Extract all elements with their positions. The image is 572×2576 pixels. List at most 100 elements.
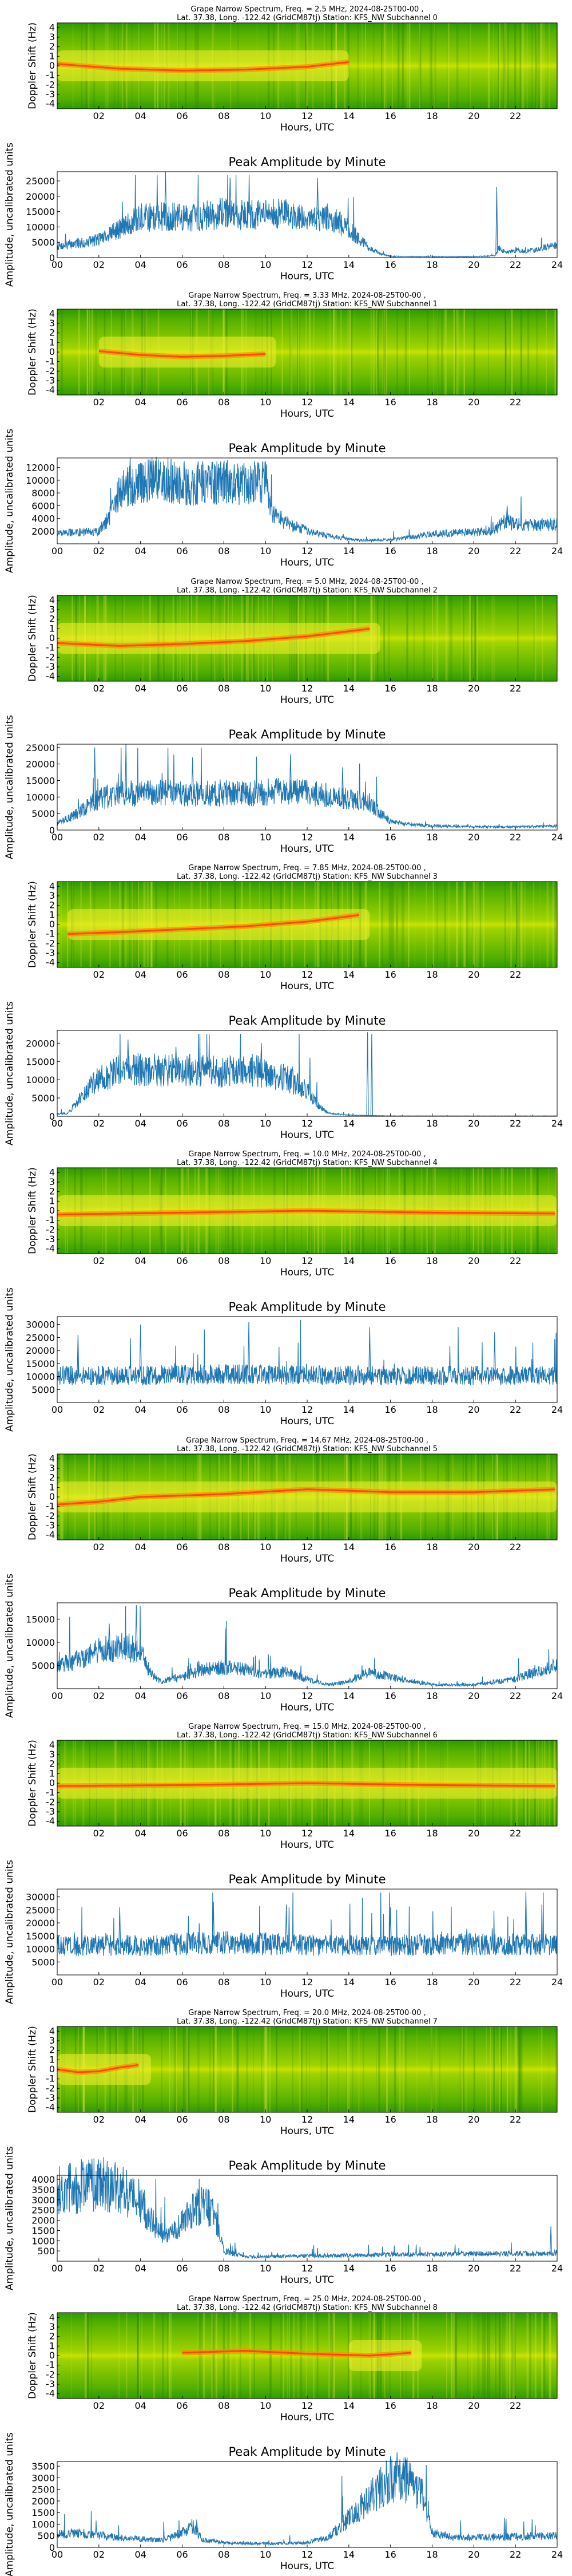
y-tick-label: 1500 (31, 2507, 55, 2518)
y-tick-label: 1 (49, 623, 55, 634)
amplitude-spike (389, 1907, 392, 1947)
x-tick-label: 16 (384, 1977, 396, 1988)
x-tick-label: 06 (176, 259, 188, 270)
y-tick-label: 0 (49, 2350, 55, 2361)
spectrogram-stripe (281, 309, 283, 395)
amplitude-spike (495, 187, 498, 252)
amplitude-spike (135, 1605, 138, 1651)
x-tick-label: 12 (301, 2263, 313, 2274)
y-tick-label: -4 (46, 1243, 55, 1254)
spectrogram-stripe (174, 2026, 176, 2112)
y-tick-label: 2 (49, 1472, 55, 1483)
x-tick-label: 20 (468, 546, 479, 556)
spectrogram-stripe (167, 2313, 168, 2399)
spectrogram-stripe (185, 2026, 187, 2112)
spectrogram-stripe (547, 23, 549, 109)
spectrogram-stripe (549, 2313, 551, 2399)
x-tick-label: 22 (510, 546, 521, 556)
spectrogram-stripe (534, 2313, 537, 2399)
y-tick-label: 0 (49, 1491, 55, 1502)
x-tick-label: 12 (301, 2549, 313, 2560)
spectrogram-stripe (305, 2026, 307, 2112)
spectrogram-stripe (463, 309, 465, 395)
x-tick-label: 18 (426, 397, 438, 408)
x-tick-label: 18 (426, 1255, 438, 1266)
spectrogram-stripe (396, 309, 398, 395)
y-axis-label: Amplitude, uncalibrated units (4, 2146, 15, 2290)
x-tick-label: 04 (134, 1690, 146, 1701)
spectrogram-stripe (170, 2313, 172, 2399)
x-tick-label: 18 (426, 1404, 438, 1415)
spectrogram-stripe (297, 309, 299, 395)
y-tick-label: 1 (49, 1195, 55, 1206)
y-axis-label: Doppler Shift (Hz) (27, 881, 38, 968)
spectrogram-stripe (269, 2313, 272, 2399)
amplitude-spike (77, 2181, 80, 2190)
y-tick-label: -1 (46, 70, 55, 81)
y-tick-label: 20000 (26, 759, 55, 770)
spectrogram-stripe (533, 595, 535, 681)
amplitude-chart-5: Peak Amplitude by Minute 00 02 04 06 08 10 12 14… (4, 1574, 563, 1718)
spectrogram-stripe (188, 2026, 189, 2112)
x-tick-label: 20 (468, 110, 479, 121)
y-tick-label: 15000 (26, 1358, 55, 1369)
x-tick-label: 00 (51, 546, 63, 556)
y-tick-label: 0 (49, 1205, 55, 1216)
spectrogram-stripe (85, 2313, 86, 2399)
spectrogram-stripe (430, 2026, 433, 2112)
doppler-trace (98, 350, 266, 358)
x-tick-label: 04 (134, 1977, 146, 1988)
spectrogram-stripe (402, 23, 404, 109)
x-tick-label: 16 (384, 397, 396, 408)
spectrogram-stripe (520, 309, 523, 395)
x-tick-label: 20 (468, 832, 479, 843)
y-tick-label: -3 (46, 2379, 55, 2389)
x-tick-label: 10 (260, 832, 271, 843)
x-tick-label: 18 (426, 2263, 438, 2274)
x-tick-label: 08 (218, 1828, 229, 1839)
spectrogram-stripe (540, 23, 542, 109)
x-tick-label: 02 (93, 1255, 105, 1266)
spectrogram-stripe (416, 2026, 418, 2112)
spectrogram-stripe (498, 2313, 500, 2399)
amplitude-spike (174, 1046, 177, 1072)
spectrogram-stripe (209, 2026, 211, 2112)
x-tick-label: 18 (426, 1828, 438, 1839)
spectrogram-stripe (183, 2026, 184, 2112)
x-tick-label: 02 (93, 1828, 105, 1839)
x-tick-label: 18 (426, 969, 438, 980)
spectrogram-stripe (475, 595, 477, 681)
y-tick-label: 4 (49, 1453, 55, 1464)
y-tick-label: 5000 (31, 808, 55, 819)
spectrogram-stripe (340, 309, 341, 395)
amplitude-spike (229, 177, 232, 215)
x-tick-label: 22 (510, 2400, 521, 2411)
spectrogram-stripe (434, 23, 436, 109)
x-tick-label: 06 (176, 969, 188, 980)
spectrogram-stripe (301, 2026, 303, 2112)
spectrogram-stripe (236, 2313, 238, 2399)
spectrogram-stripe (514, 2026, 517, 2112)
amplitude-series (57, 175, 558, 258)
spectrogram-stripe (444, 309, 447, 395)
spectrogram-stripe (503, 2313, 505, 2399)
y-axis-label: Amplitude, uncalibrated units (4, 1001, 15, 1145)
x-tick-label: 20 (468, 1828, 479, 1839)
spectrogram-stripe (500, 2313, 502, 2399)
spectrogram-stripe (467, 2313, 468, 2399)
spectrogram-stripe (182, 2026, 185, 2112)
spectrogram-stripe (212, 2313, 215, 2399)
spectrogram-stripe (487, 2313, 488, 2399)
spectrogram-stripe (535, 23, 538, 109)
x-tick-label: 18 (426, 1690, 438, 1701)
spectrogram-stripe (383, 309, 386, 395)
y-tick-label: 0 (49, 2542, 55, 2553)
amplitude-spike (341, 767, 344, 800)
x-tick-label: 10 (260, 1118, 271, 1129)
spectrogram-stripe (265, 2026, 268, 2112)
spectrogram-stripe (381, 882, 384, 967)
spectrogram-title: Grape Narrow Spectrum, Freq. = 10.0 MHz,… (188, 1150, 426, 1159)
x-tick-label: 10 (260, 1542, 271, 1552)
y-tick-label: 1 (49, 1481, 55, 1492)
spectrogram-stripe (518, 882, 519, 967)
